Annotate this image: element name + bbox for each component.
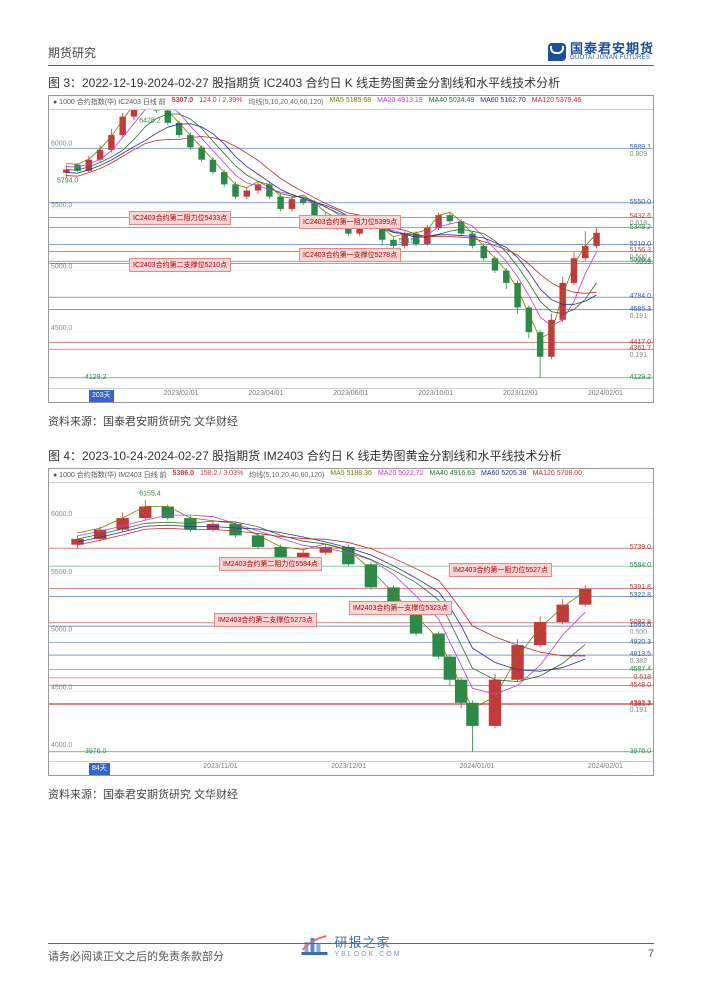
logo-cn: 国泰君安期货 [570,42,654,55]
page-footer: 请务必阅读正文之后的免责条款部分 7 [48,943,654,964]
svg-text:4500.0: 4500.0 [51,325,72,332]
page-number: 7 [648,948,654,964]
header-left: 期货研究 [48,44,96,61]
figure3-topline: ● 1000 合约指数(华) IC2403 日线 前5307.0124.0 / … [49,96,653,110]
svg-text:5794.0: 5794.0 [57,178,78,185]
brand-logo: 国泰君安期货 GUOTAI JUNAN FUTURES [548,42,654,61]
logo-icon [548,43,566,61]
page: 国泰君安期货 国泰君安期货 期货研究 国泰君安期货 GUOTAI JUNAN F… [0,0,702,992]
figure4-title: 图 4：2023-10-24-2024-02-27 股指期货 IM2403 合约… [48,447,654,464]
chart-annotation: IC2403合约第二支撑位5210点 [129,258,231,272]
figure3-title: 图 3：2022-12-19-2024-02-27 股指期货 IC2403 合约… [48,74,654,91]
chart-annotation: IM2403合约第二阻力位5584点 [219,557,322,571]
logo-text: 国泰君安期货 GUOTAI JUNAN FUTURES [570,42,654,61]
figure4-chart: ● 1000 合约指数(华) IM2403 日线 前5386.0158.2 / … [48,468,654,776]
figure4-source: 资料来源：国泰君安期货研究 文华财经 [48,786,654,802]
chart-annotation: IM2403合约第一支撑位5323点 [349,601,452,615]
figure3-plot: 5989.10.8095550.05432.60.6185348.25210.0… [49,110,653,388]
chart-annotation: IM2403合约第二支撑位5273点 [214,613,317,627]
figure3-chart: ● 1000 合约指数(华) IC2403 日线 前5307.0124.0 / … [48,95,654,403]
figure4-plot: 5092.80.6185739.05584.05391.85322.81065.… [49,483,653,761]
page-header: 期货研究 国泰君安期货 GUOTAI JUNAN FUTURES [48,42,654,66]
chart-annotation: IM2403合约第一阻力位5527点 [449,563,552,577]
figure3-xaxis: 203天2023/02/012023/04/012023/06/012023/1… [49,388,653,402]
footer-disclaimer: 请务必阅读正文之后的免责条款部分 [48,948,224,964]
svg-text:6000.0: 6000.0 [51,140,72,147]
svg-text:6155.4: 6155.4 [139,490,160,497]
chart-annotation: IC2403合约第一阻力位5399点 [299,215,401,229]
figure4-topline: ● 1000 合约指数(华) IM2403 日线 前5386.0158.2 / … [49,469,653,483]
svg-text:6000.0: 6000.0 [51,511,72,518]
chart-annotation: IC2403合约第二阻力位5433点 [129,211,231,225]
svg-text:5000.0: 5000.0 [51,264,72,271]
figure3-source: 资料来源：国泰君安期货研究 文华财经 [48,413,654,429]
svg-text:5000.0: 5000.0 [51,627,72,634]
svg-text:5500.0: 5500.0 [51,569,72,576]
logo-en: GUOTAI JUNAN FUTURES [570,55,654,61]
svg-text:6428.2: 6428.2 [139,117,160,124]
svg-text:5215.6: 5215.6 [399,238,420,245]
svg-text:4500.0: 4500.0 [51,684,72,691]
figure4-xaxis: 84天2023/11/012023/12/012024/01/012024/02… [49,761,653,775]
svg-text:4000.0: 4000.0 [51,742,72,749]
chart-annotation: IC2403合约第一支撑位5278点 [299,248,401,262]
